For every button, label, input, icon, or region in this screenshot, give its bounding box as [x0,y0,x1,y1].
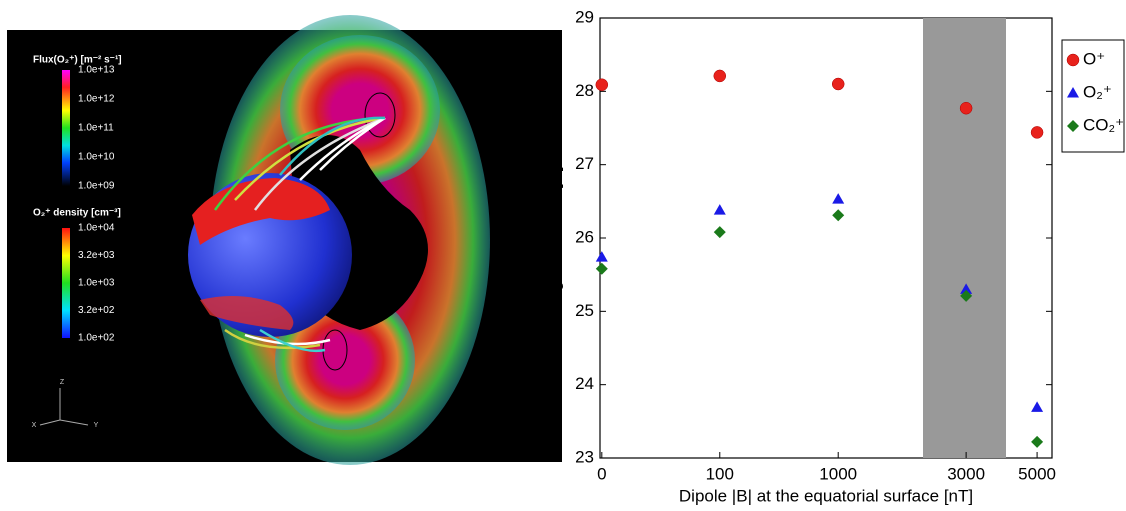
marker [1030,126,1044,139]
axis-glyph-label: Y [94,422,99,429]
marker [960,283,973,294]
axis-glyph-label: Z [60,379,65,386]
marker [1067,120,1079,132]
marker [960,289,973,302]
y-tick-label: 24 [575,374,594,393]
y-tick-label: 26 [575,227,594,246]
marker [832,193,845,204]
marker [713,69,727,83]
colorbar-title: Flux(O₂⁺) [m⁻² s⁻¹] [33,55,122,66]
colorbar-tick-label: 1.0e+03 [78,278,115,289]
marker [595,78,609,91]
y-tick-label: 28 [575,81,594,100]
colorbar-title: O₂⁺ density [cm⁻³] [33,208,121,219]
x-tick-label: 1000 [819,464,857,483]
axis-glyph-label: X [32,422,37,429]
y-tick-label: 27 [575,154,594,173]
marker [1066,53,1080,67]
y-tick-label: 23 [575,447,594,466]
marker [713,204,726,215]
colorbar-tick-label: 1.0e+10 [78,152,115,163]
x-axis-label: Dipole |B| at the equatorial surface [nT… [679,486,973,505]
legend-label: CO₂⁺ [1083,115,1124,134]
marker [831,77,845,91]
shaded-region [923,18,1006,458]
marker [832,209,845,222]
legend-label: O₂⁺ [1083,82,1112,101]
x-tick-label: 5000 [1018,464,1056,483]
y-axis-label: Log₁₀ Loss rate [/s] [544,166,563,309]
y-tick-label: 25 [575,301,594,320]
legend-label: O⁺ [1083,49,1105,68]
x-tick-label: 100 [706,464,734,483]
colorbar-tick-label: 3.2e+03 [78,250,115,261]
marker [595,262,608,275]
marker [1031,435,1044,448]
colorbar-tick-label: 1.0e+12 [78,94,115,105]
x-tick-label: 3000 [947,464,985,483]
colorbar-tick-label: 1.0e+02 [78,333,115,344]
y-tick-label: 29 [575,7,594,26]
x-tick-label: 0 [597,464,606,483]
colorbar-tick-label: 1.0e+13 [78,65,115,76]
marker [1067,87,1079,98]
colorbar-tick-label: 1.0e+11 [78,123,114,134]
colorbar-tick-label: 3.2e+02 [78,305,115,316]
rendering [7,15,562,465]
colorbar-tick-label: 1.0e+04 [78,223,115,234]
marker [1031,401,1044,412]
colorbar-tick-label: 1.0e+09 [78,181,115,192]
marker [595,251,608,262]
marker [959,101,973,115]
marker [713,226,726,239]
